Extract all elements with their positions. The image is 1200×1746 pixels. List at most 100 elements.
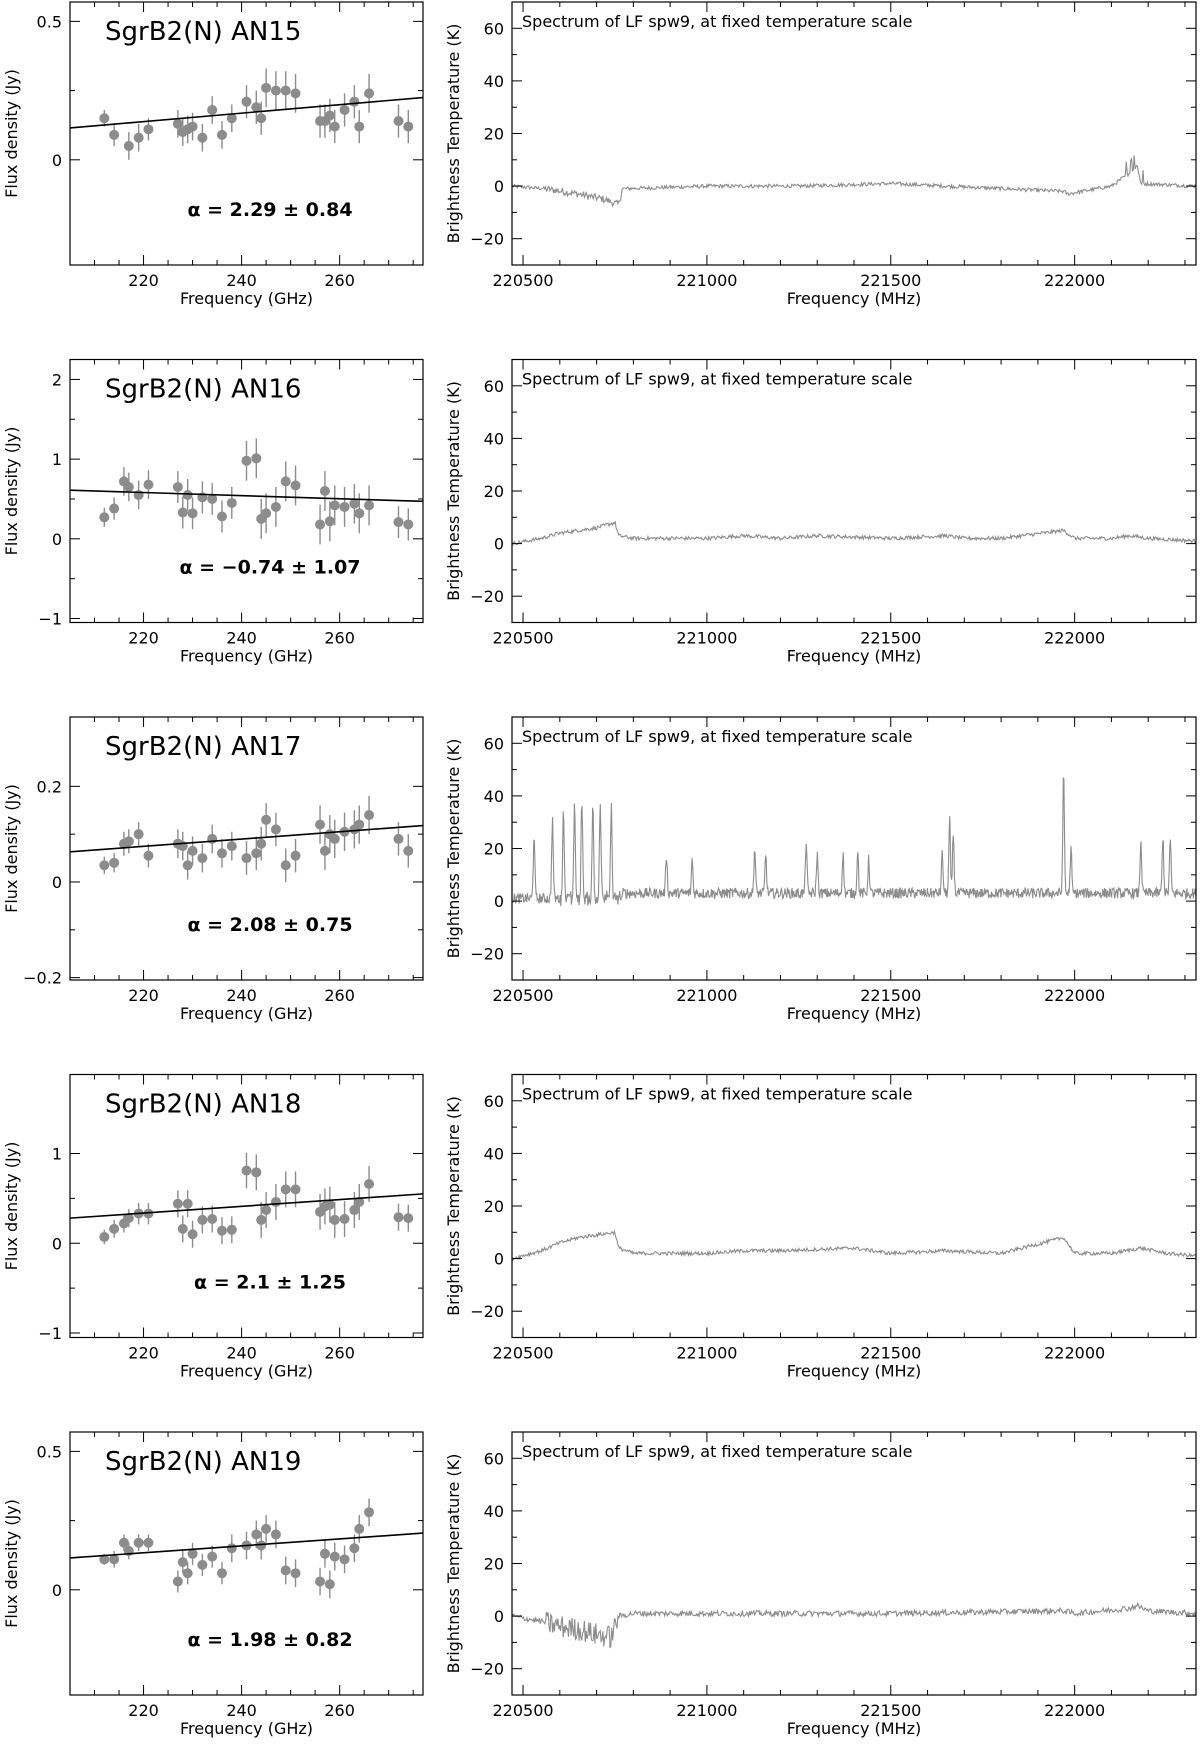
data-point bbox=[251, 848, 262, 859]
data-point bbox=[182, 860, 193, 871]
x-tick-label: 222000 bbox=[1044, 629, 1105, 648]
data-point bbox=[177, 507, 188, 518]
x-axis-label: Frequency (GHz) bbox=[180, 289, 313, 308]
data-point bbox=[270, 85, 281, 96]
data-point bbox=[261, 508, 272, 519]
data-point bbox=[339, 1554, 350, 1565]
data-point bbox=[226, 497, 237, 508]
x-axis-label: Frequency (MHz) bbox=[787, 1004, 921, 1023]
x-tick-label: 222000 bbox=[1044, 986, 1105, 1005]
x-tick-label: 222000 bbox=[1044, 271, 1105, 290]
y-tick-label: 20 bbox=[484, 840, 504, 859]
data-point bbox=[182, 489, 193, 500]
data-point bbox=[251, 1167, 262, 1178]
data-point bbox=[241, 455, 252, 466]
data-point bbox=[133, 1537, 144, 1548]
x-tick-label: 220 bbox=[128, 629, 159, 648]
x-axis-label: Frequency (GHz) bbox=[180, 1719, 313, 1738]
data-point bbox=[172, 1198, 183, 1209]
x-tick-label: 260 bbox=[324, 629, 355, 648]
spectrum-frame bbox=[511, 716, 1197, 981]
data-point bbox=[290, 1184, 301, 1195]
data-point bbox=[182, 1568, 193, 1579]
source-name: SgrB2(N) AN16 bbox=[105, 375, 301, 405]
data-point bbox=[187, 508, 198, 519]
sed-frame bbox=[69, 716, 424, 981]
spectrum-frame bbox=[511, 358, 1197, 624]
data-point bbox=[123, 1213, 134, 1224]
x-tick-label: 221500 bbox=[860, 1701, 921, 1720]
data-point bbox=[393, 116, 404, 127]
sed-data bbox=[70, 438, 423, 545]
data-point bbox=[207, 1551, 218, 1562]
data-point bbox=[99, 1554, 110, 1565]
data-point bbox=[143, 124, 154, 135]
data-point bbox=[216, 129, 227, 140]
data-point bbox=[99, 860, 110, 871]
y-tick-label: −20 bbox=[470, 230, 504, 249]
data-point bbox=[329, 833, 340, 844]
fit-line bbox=[70, 1532, 423, 1559]
data-point bbox=[172, 118, 183, 129]
data-point bbox=[251, 1529, 262, 1540]
data-point bbox=[207, 1214, 218, 1225]
x-tick-label: 221000 bbox=[676, 1701, 737, 1720]
x-tick-label: 221500 bbox=[860, 629, 921, 648]
data-point bbox=[315, 519, 326, 530]
data-point bbox=[197, 1559, 208, 1570]
y-tick-label: −0.2 bbox=[23, 969, 62, 988]
data-point bbox=[109, 503, 120, 514]
data-point bbox=[393, 1212, 404, 1223]
sed-frame bbox=[69, 1073, 424, 1339]
data-point bbox=[290, 850, 301, 861]
data-point bbox=[270, 1529, 281, 1540]
data-point bbox=[109, 129, 120, 140]
sed-panel: 220 240 260 −1 0 1 2 Frequency (GHz) Flux densit… bbox=[2, 358, 424, 666]
spectrum-line bbox=[512, 155, 1196, 208]
spectrum-line bbox=[512, 777, 1196, 907]
y-tick-label: 20 bbox=[484, 1197, 504, 1216]
y-axis-label: Flux density (Jy) bbox=[2, 784, 21, 913]
data-point bbox=[172, 1576, 183, 1587]
data-point bbox=[290, 1568, 301, 1579]
data-point bbox=[216, 848, 227, 859]
data-point bbox=[177, 1557, 188, 1568]
data-point bbox=[261, 1523, 272, 1534]
data-point bbox=[241, 1165, 252, 1176]
data-point bbox=[133, 132, 144, 143]
spectrum-title: Spectrum of LF spw9, at fixed temperatur… bbox=[522, 727, 912, 746]
data-point bbox=[123, 482, 134, 493]
data-point bbox=[256, 113, 267, 124]
y-tick-label: −1 bbox=[38, 610, 62, 629]
data-point bbox=[329, 1551, 340, 1562]
data-point bbox=[354, 121, 365, 132]
data-point bbox=[241, 853, 252, 864]
spectrum-title: Spectrum of LF spw9, at fixed temperatur… bbox=[522, 1085, 912, 1104]
x-tick-label: 220 bbox=[128, 1701, 159, 1720]
x-axis-label: Frequency (MHz) bbox=[787, 289, 921, 308]
data-point bbox=[280, 1565, 291, 1576]
sed-data bbox=[70, 1152, 423, 1248]
spectrum-frame bbox=[511, 1073, 1197, 1339]
data-point bbox=[354, 819, 365, 830]
spectrum-panel: 220500 221000 221500 222000 −20 0 20 40 60 Spectr… bbox=[444, 358, 1197, 666]
sed-panel: 220 240 260 −1 0 1 Frequency (GHz) Flux density… bbox=[2, 1073, 424, 1381]
data-point bbox=[216, 511, 227, 522]
data-point bbox=[354, 1523, 365, 1534]
y-tick-label: 40 bbox=[484, 1144, 504, 1163]
data-point bbox=[99, 512, 110, 523]
y-axis-label: Brightness Temperature (K) bbox=[444, 739, 463, 959]
data-point bbox=[207, 493, 218, 504]
data-point bbox=[261, 1205, 272, 1216]
x-tick-label: 220500 bbox=[492, 1344, 553, 1363]
data-point bbox=[256, 838, 267, 849]
y-tick-label: 40 bbox=[484, 72, 504, 91]
data-point bbox=[99, 113, 110, 124]
data-point bbox=[290, 88, 301, 99]
y-axis-label: Brightness Temperature (K) bbox=[444, 1096, 463, 1316]
data-point bbox=[109, 857, 120, 868]
x-tick-label: 222000 bbox=[1044, 1344, 1105, 1363]
x-tick-label: 220 bbox=[128, 271, 159, 290]
y-axis-label: Flux density (Jy) bbox=[2, 1499, 21, 1628]
